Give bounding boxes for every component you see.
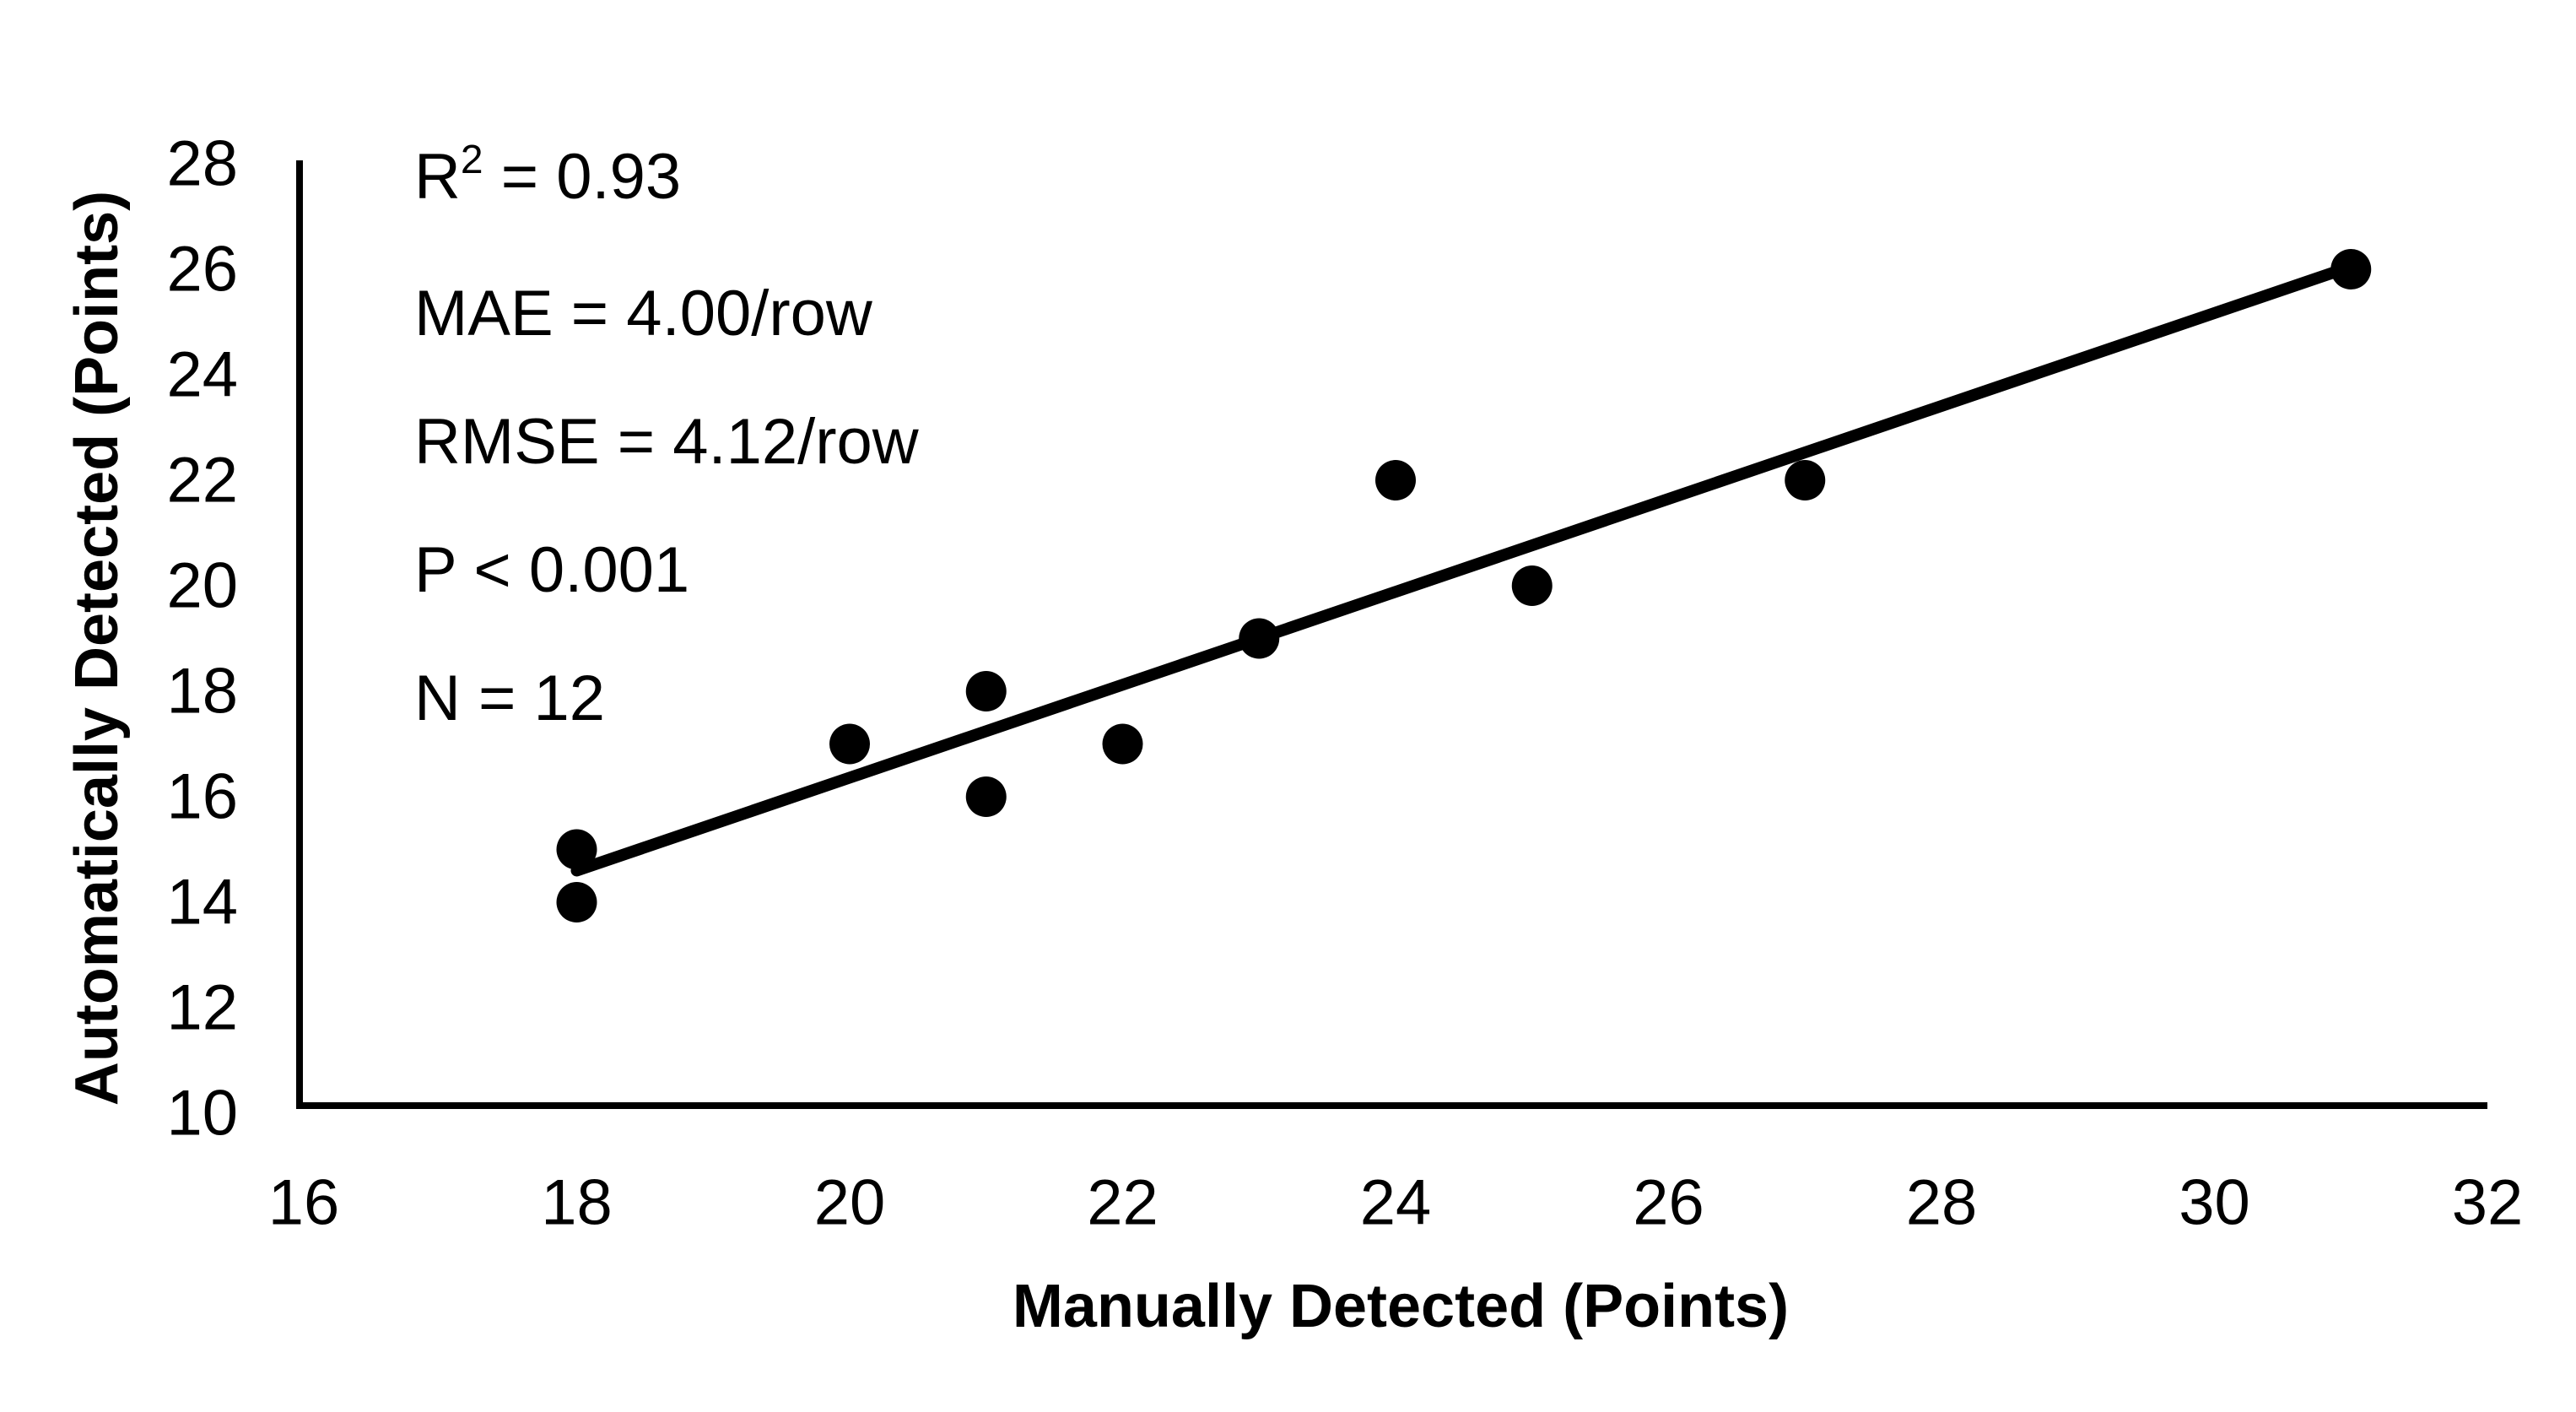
- x-axis-title: Manually Detected (Points): [1012, 1273, 1790, 1340]
- data-point: [1239, 618, 1280, 659]
- data-point: [965, 776, 1007, 817]
- axes-layer: [296, 160, 2487, 1109]
- y-tick-label: 18: [166, 656, 238, 728]
- annotation-rmse: RMSE = 4.12/row: [414, 406, 919, 478]
- data-point: [829, 723, 870, 765]
- y-tick-label: 12: [166, 972, 238, 1044]
- data-series-layer: [556, 249, 2372, 922]
- data-point: [556, 882, 597, 922]
- x-tick-label: 32: [2452, 1167, 2524, 1239]
- data-point: [1785, 460, 1826, 500]
- trendline: [570, 260, 2357, 877]
- x-tick-label: 24: [1360, 1167, 1432, 1239]
- data-point: [1102, 723, 1143, 765]
- data-point: [1375, 460, 1416, 500]
- x-tick-label: 26: [1633, 1167, 1704, 1239]
- annotation-r-squared: R2 = 0.93: [414, 113, 919, 250]
- y-tick-label: 20: [166, 550, 238, 622]
- tick-labels-layer: 10 12 14 16 18 20 22 24 26 28 16 18 20 22 24 26 28 30 32: [166, 128, 2523, 1239]
- annotation-mae: MAE = 4.00/row: [414, 278, 872, 349]
- y-axis-title: Automatically Detected (Points): [63, 190, 131, 1106]
- data-point: [1511, 565, 1553, 606]
- annotation-n: N = 12: [414, 663, 606, 734]
- y-tick-label: 28: [166, 128, 238, 200]
- data-point: [556, 829, 597, 870]
- y-tick-label: 26: [166, 234, 238, 306]
- y-tick-label: 10: [166, 1078, 238, 1150]
- x-tick-label: 30: [2179, 1167, 2250, 1239]
- y-tick-label: 22: [166, 445, 238, 517]
- y-tick-label: 16: [166, 761, 238, 833]
- x-tick-label: 22: [1087, 1167, 1158, 1239]
- y-tick-label: 24: [166, 339, 238, 411]
- stats-annotation: R2 = 0.93 MAE = 4.00/row RMSE = 4.12/row…: [414, 113, 919, 763]
- x-tick-label: 16: [268, 1167, 340, 1239]
- r-squared-value: = 0.93: [483, 141, 682, 213]
- y-tick-label: 14: [166, 867, 238, 939]
- data-point: [965, 671, 1007, 711]
- data-point: [2330, 249, 2372, 289]
- x-tick-label: 18: [541, 1167, 613, 1239]
- annotation-p-value: P < 0.001: [414, 534, 690, 606]
- r-squared-exponent: 2: [460, 138, 483, 182]
- x-tick-label: 20: [814, 1167, 886, 1239]
- x-tick-label: 28: [1906, 1167, 1978, 1239]
- r-squared-base: R: [414, 141, 461, 213]
